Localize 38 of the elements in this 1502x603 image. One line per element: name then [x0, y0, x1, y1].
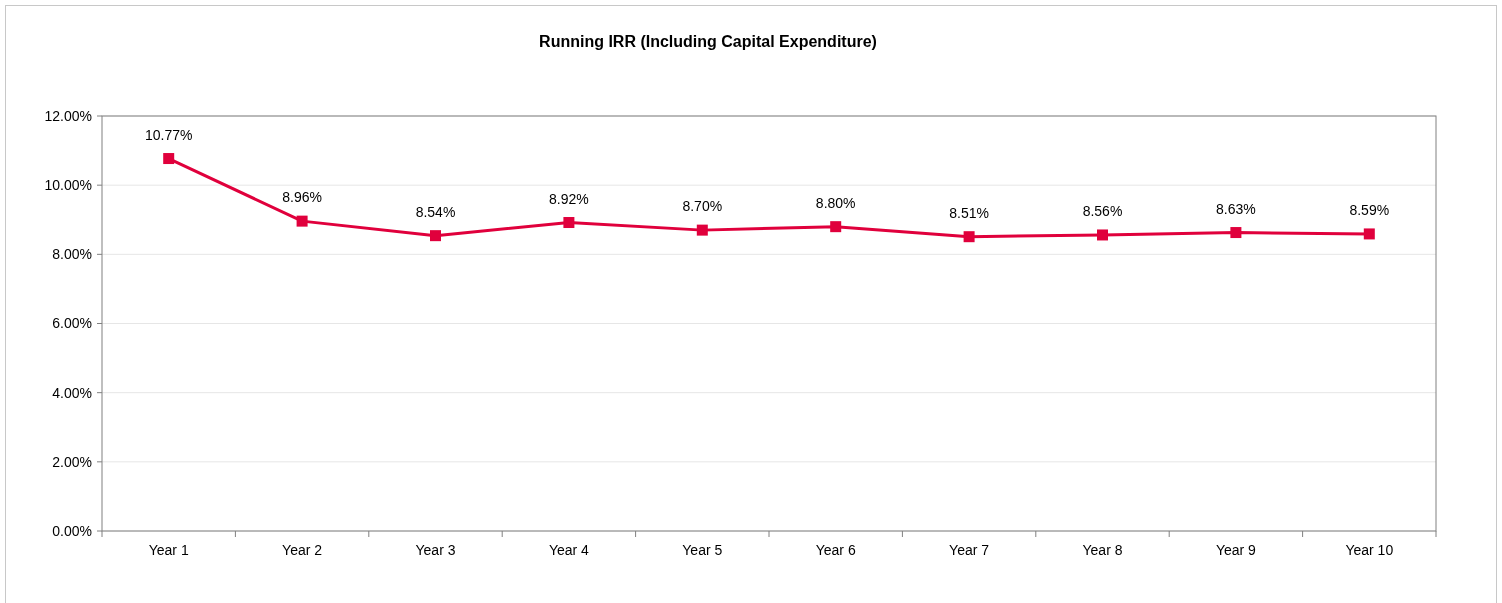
data-label: 8.96% — [282, 189, 322, 206]
x-tick-label: Year 4 — [548, 542, 590, 558]
data-label: 8.54% — [415, 203, 456, 220]
point — [163, 153, 175, 165]
x-tick-label: Year 1 — [148, 542, 189, 558]
x-tick-label: Year 5 — [682, 542, 723, 558]
point — [563, 217, 575, 229]
y-tick-label: 0.00% — [52, 522, 92, 539]
y-tick-label: 6.00% — [52, 315, 92, 332]
point — [830, 221, 842, 233]
point — [430, 230, 441, 242]
point — [696, 224, 708, 236]
x-tick-label: Year 9 — [1215, 542, 1257, 558]
data-label: 8.70% — [682, 198, 723, 215]
point — [1230, 227, 1242, 239]
point — [963, 231, 975, 243]
point — [1363, 228, 1375, 240]
y-tick-label: 8.00% — [52, 246, 92, 263]
data-label: 8.51% — [949, 204, 989, 221]
x-tick-label: Year 8 — [1082, 542, 1123, 558]
data-label: 8.92% — [549, 190, 589, 207]
y-tick-label: 4.00% — [52, 384, 92, 401]
x-tick-label: Year 10 — [1345, 542, 1394, 558]
data-label: 8.59% — [1349, 201, 1390, 218]
y-tick-label: 2.00% — [52, 453, 92, 470]
x-tick-label: Year 7 — [949, 542, 990, 558]
y-tick-label: 10.00% — [44, 177, 92, 194]
y-tick-label: 12.00% — [44, 107, 92, 124]
data-label: 8.80% — [815, 194, 856, 211]
data-label: 8.63% — [1216, 200, 1256, 217]
x-tick-label: Year 6 — [815, 542, 856, 558]
chart-title: Running IRR (Including Capital Expenditure) — [539, 33, 877, 50]
data-label: 10.77% — [144, 126, 193, 143]
x-tick-label: Year 3 — [415, 542, 456, 558]
point — [1097, 229, 1108, 241]
data-label: 8.56% — [1082, 202, 1123, 219]
point — [296, 215, 308, 227]
x-tick-label: Year 2 — [282, 542, 323, 558]
